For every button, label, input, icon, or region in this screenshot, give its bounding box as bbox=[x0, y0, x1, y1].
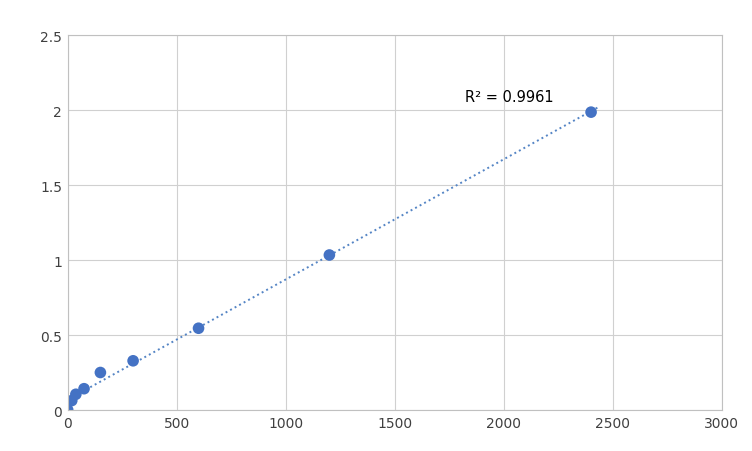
Text: R² = 0.9961: R² = 0.9961 bbox=[465, 90, 553, 105]
Point bbox=[65, 397, 77, 404]
Point bbox=[193, 325, 205, 332]
Point bbox=[127, 357, 139, 364]
Point bbox=[585, 109, 597, 116]
Point bbox=[94, 369, 107, 376]
Point bbox=[78, 385, 90, 392]
Point bbox=[323, 252, 335, 259]
Point bbox=[62, 406, 74, 414]
Point bbox=[70, 391, 82, 398]
